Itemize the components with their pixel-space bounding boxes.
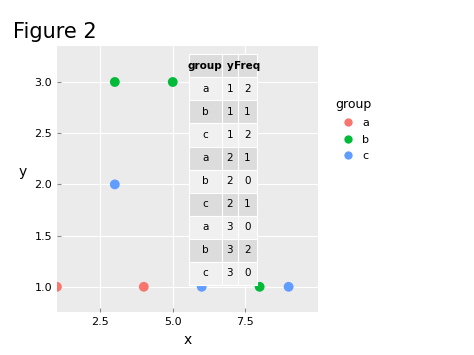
Text: b: b [202,107,209,117]
Text: 0: 0 [244,268,251,278]
Text: c: c [202,199,208,209]
Text: 2: 2 [244,245,251,255]
Point [198,284,206,290]
Bar [189,147,222,170]
Bar [238,147,257,170]
Bar [189,192,222,215]
Bar [189,100,222,124]
Text: 2: 2 [244,84,251,94]
Legend: a, b, c: a, b, c [328,92,378,168]
Point [256,284,264,290]
Bar [189,262,222,285]
Bar [238,215,257,239]
Bar [238,54,257,77]
Point [140,284,147,290]
Bar [189,124,222,147]
Text: b: b [202,176,209,186]
Text: 2: 2 [227,176,233,186]
Bar [222,124,238,147]
Point [53,284,61,290]
Bar [238,100,257,124]
Bar [222,100,238,124]
Bar [222,147,238,170]
Point [169,79,176,85]
Text: Figure 2: Figure 2 [12,22,96,42]
Point [111,181,118,187]
Text: 1: 1 [227,84,233,94]
Point [111,79,118,85]
Bar [222,215,238,239]
Text: 1: 1 [227,130,233,140]
Text: 1: 1 [244,107,251,117]
Bar [238,170,257,193]
Text: 1: 1 [244,199,251,209]
Text: y: y [227,61,233,71]
Bar [238,192,257,215]
Text: 2: 2 [227,199,233,209]
Text: 0: 0 [244,176,251,186]
Bar [189,215,222,239]
Text: group: group [188,61,223,71]
Bar [189,77,222,100]
Point [285,284,292,290]
Text: 1: 1 [244,153,251,163]
Bar [238,124,257,147]
Bar [222,170,238,193]
Text: Freq: Freq [234,61,260,71]
Bar [189,170,222,193]
Bar [238,262,257,285]
Bar [189,239,222,262]
X-axis label: x: x [183,333,191,347]
Bar [222,77,238,100]
Text: b: b [202,245,209,255]
Text: 0: 0 [244,222,251,232]
Bar [189,54,222,77]
Bar [238,239,257,262]
Bar [222,262,238,285]
Text: a: a [202,222,209,232]
Text: 3: 3 [227,268,233,278]
Bar [222,54,238,77]
Bar [238,77,257,100]
Text: a: a [202,84,209,94]
Text: 3: 3 [227,245,233,255]
Y-axis label: y: y [19,165,27,179]
Text: a: a [202,153,209,163]
Text: c: c [202,268,208,278]
Text: 2: 2 [244,130,251,140]
Bar [222,239,238,262]
Text: 1: 1 [227,107,233,117]
Text: 3: 3 [227,222,233,232]
Text: c: c [202,130,208,140]
Bar [222,192,238,215]
Text: 2: 2 [227,153,233,163]
